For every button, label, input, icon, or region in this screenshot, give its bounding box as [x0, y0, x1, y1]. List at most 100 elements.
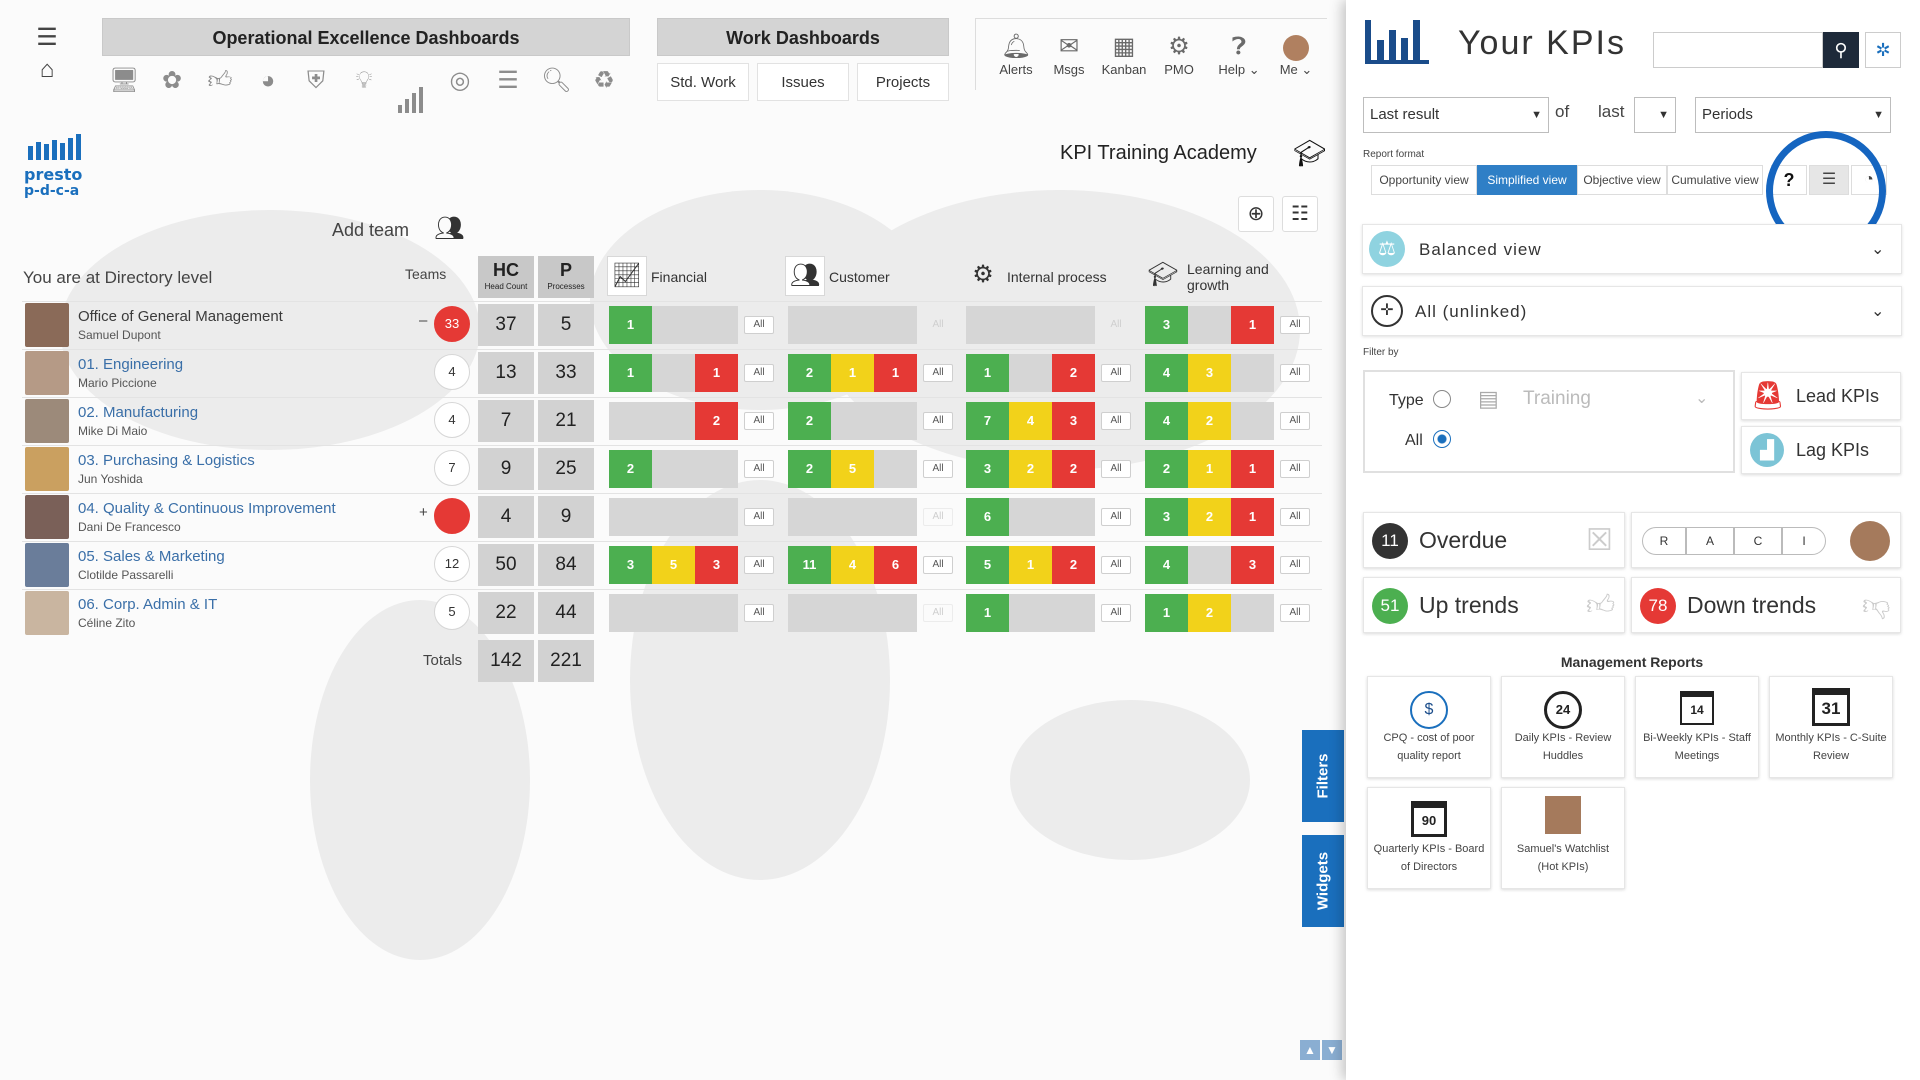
kpi-green-count[interactable]: 1: [609, 306, 652, 344]
kpi-green-count[interactable]: 3: [1145, 498, 1188, 536]
up-trends-card[interactable]: 51 Up trends 👍︎: [1363, 577, 1625, 633]
kpi-empty-cell[interactable]: [1231, 402, 1274, 440]
scroll-down-icon[interactable]: ▼: [1322, 1040, 1342, 1060]
avatar[interactable]: [25, 495, 69, 539]
report-monthly[interactable]: 31 Monthly KPIs - C-Suite Review: [1769, 676, 1893, 778]
kpi-empty-cell[interactable]: [1052, 594, 1095, 632]
kanban-nav[interactable]: ▦ Kanban: [1093, 32, 1155, 84]
kpi-red-count[interactable]: 2: [695, 402, 738, 440]
report-quarterly[interactable]: 90 Quarterly KPIs - Board of Directors: [1367, 787, 1491, 889]
kpi-red-count[interactable]: 1: [1231, 450, 1274, 488]
kpi-red-count[interactable]: 2: [1052, 546, 1095, 584]
kpi-yellow-count[interactable]: 5: [831, 450, 874, 488]
kpi-empty-cell[interactable]: [1052, 306, 1095, 344]
kpi-red-count[interactable]: 1: [695, 354, 738, 392]
kpi-empty-cell[interactable]: [652, 450, 695, 488]
kpi-empty-cell[interactable]: [874, 498, 917, 536]
recycle-icon[interactable]: ♻: [593, 67, 615, 94]
kpi-empty-cell[interactable]: [788, 594, 831, 632]
kpi-green-count[interactable]: 2: [788, 402, 831, 440]
add-team-icon[interactable]: 👥︎: [434, 215, 465, 242]
all-button[interactable]: All: [1280, 460, 1310, 478]
kpi-yellow-count[interactable]: 2: [1188, 402, 1231, 440]
all-button[interactable]: All: [1280, 604, 1310, 622]
report-biweekly[interactable]: 14 Bi-Weekly KPIs - Staff Meetings: [1635, 676, 1759, 778]
kpi-empty-cell[interactable]: [695, 594, 738, 632]
kpi-empty-cell[interactable]: [966, 306, 1009, 344]
kpi-red-count[interactable]: 1: [1231, 306, 1274, 344]
all-button[interactable]: All: [923, 316, 953, 334]
all-button[interactable]: All: [923, 412, 953, 430]
kpi-green-count[interactable]: 1: [1145, 594, 1188, 632]
kpi-yellow-count[interactable]: 4: [831, 546, 874, 584]
teams-count-badge[interactable]: [434, 498, 470, 534]
all-button[interactable]: All: [744, 412, 774, 430]
projects-button[interactable]: Projects: [857, 63, 949, 101]
kpi-green-count[interactable]: 2: [788, 354, 831, 392]
search-check-icon[interactable]: 🔍︎: [541, 67, 572, 94]
kpi-empty-cell[interactable]: [1009, 354, 1052, 392]
all-button[interactable]: All: [923, 460, 953, 478]
down-trends-card[interactable]: 78 Down trends 👎︎: [1631, 577, 1901, 633]
kpi-green-count[interactable]: 4: [1145, 546, 1188, 584]
kpi-green-count[interactable]: 6: [966, 498, 1009, 536]
report-daily[interactable]: 24 Daily KPIs - Review Huddles: [1501, 676, 1625, 778]
kpi-red-count[interactable]: 1: [874, 354, 917, 392]
kpi-green-count[interactable]: 3: [1145, 306, 1188, 344]
teams-count-badge[interactable]: 5: [434, 594, 470, 630]
all-button[interactable]: All: [1101, 508, 1131, 526]
presto-logo[interactable]: presto p-d-c-a: [24, 132, 88, 199]
all-button[interactable]: All: [923, 604, 953, 622]
team-name[interactable]: 03. Purchasing & Logistics: [78, 452, 255, 469]
kpi-yellow-count[interactable]: 1: [1009, 546, 1052, 584]
kpi-empty-cell[interactable]: [695, 498, 738, 536]
kpi-empty-cell[interactable]: [831, 498, 874, 536]
avatar[interactable]: [25, 447, 69, 491]
kpi-green-count[interactable]: 2: [1145, 450, 1188, 488]
kpi-empty-cell[interactable]: [874, 306, 917, 344]
expand-toggle[interactable]: +: [419, 504, 428, 521]
widgets-tab[interactable]: Widgets: [1302, 835, 1344, 927]
all-button[interactable]: All: [744, 556, 774, 574]
msgs-nav[interactable]: ✉ Msgs: [1038, 32, 1100, 84]
std-work-button[interactable]: Std. Work: [657, 63, 749, 101]
kpi-yellow-count[interactable]: 2: [1188, 594, 1231, 632]
search-icon[interactable]: ⚲: [1823, 32, 1859, 68]
kpi-empty-cell[interactable]: [874, 450, 917, 488]
opex-dashboards-header[interactable]: Operational Excellence Dashboards: [102, 18, 630, 56]
all-button[interactable]: All: [1280, 412, 1310, 430]
menu-icon[interactable]: ☰: [36, 24, 58, 51]
lead-kpis-button[interactable]: 🚨︎ Lead KPIs: [1741, 372, 1901, 420]
tab-cumulative-view[interactable]: Cumulative view: [1667, 165, 1763, 195]
kpi-empty-cell[interactable]: [1052, 498, 1095, 536]
training-select[interactable]: Training: [1523, 388, 1591, 409]
all-button[interactable]: All: [1101, 316, 1131, 334]
kpi-empty-cell[interactable]: [652, 354, 695, 392]
tab-opportunity-view[interactable]: Opportunity view: [1371, 165, 1477, 195]
all-button[interactable]: All: [744, 316, 774, 334]
all-button[interactable]: All: [1101, 604, 1131, 622]
raci-c-button[interactable]: C: [1734, 527, 1782, 555]
raci-i-button[interactable]: I: [1782, 527, 1826, 555]
kpi-red-count[interactable]: 6: [874, 546, 917, 584]
work-dashboards-header[interactable]: Work Dashboards: [657, 18, 949, 56]
kpi-green-count[interactable]: 11: [788, 546, 831, 584]
avatar[interactable]: [25, 543, 69, 587]
teams-count-badge[interactable]: 7: [434, 450, 470, 486]
kpi-yellow-count[interactable]: 4: [1009, 402, 1052, 440]
kpi-green-count[interactable]: 1: [609, 354, 652, 392]
kpi-empty-cell[interactable]: [788, 306, 831, 344]
alerts-nav[interactable]: 🔔︎ Alerts: [985, 32, 1047, 84]
kpi-green-count[interactable]: 1: [966, 594, 1009, 632]
all-radio[interactable]: [1433, 430, 1451, 448]
monitor-icon[interactable]: 🖥︎: [109, 67, 140, 94]
issues-button[interactable]: Issues: [757, 63, 849, 101]
all-button[interactable]: All: [1280, 364, 1310, 382]
kpi-search-input[interactable]: [1653, 32, 1823, 68]
kpi-red-count[interactable]: 3: [1231, 546, 1274, 584]
team-name[interactable]: Office of General Management: [78, 308, 283, 325]
kpi-green-count[interactable]: 7: [966, 402, 1009, 440]
kpi-empty-cell[interactable]: [831, 306, 874, 344]
kpi-empty-cell[interactable]: [652, 594, 695, 632]
kpi-empty-cell[interactable]: [695, 306, 738, 344]
